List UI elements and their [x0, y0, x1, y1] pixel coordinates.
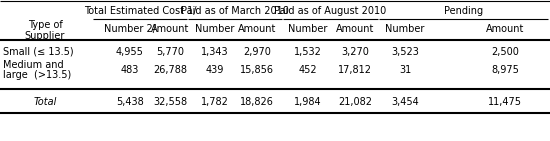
Text: Amount: Amount: [151, 24, 189, 34]
Text: 3,270: 3,270: [341, 47, 369, 57]
Text: 1,984: 1,984: [294, 97, 322, 107]
Text: 18,826: 18,826: [240, 97, 274, 107]
Text: 1,532: 1,532: [294, 47, 322, 57]
Text: Number: Number: [386, 24, 425, 34]
Text: 452: 452: [299, 65, 317, 75]
Text: 1,343: 1,343: [201, 47, 229, 57]
Text: 2,500: 2,500: [491, 47, 519, 57]
Text: Number: Number: [288, 24, 328, 34]
Text: Number: Number: [195, 24, 235, 34]
Text: 26,788: 26,788: [153, 65, 187, 75]
Text: Type of
Supplier: Type of Supplier: [25, 20, 65, 41]
Text: 21,082: 21,082: [338, 97, 372, 107]
Text: 3,454: 3,454: [391, 97, 419, 107]
Text: 11,475: 11,475: [488, 97, 522, 107]
Text: 32,558: 32,558: [153, 97, 187, 107]
Text: 17,812: 17,812: [338, 65, 372, 75]
Text: 439: 439: [206, 65, 224, 75]
Text: large  (>13.5): large (>13.5): [3, 70, 72, 80]
Text: Pending: Pending: [444, 6, 483, 16]
Text: 1,782: 1,782: [201, 97, 229, 107]
Text: 31: 31: [399, 65, 411, 75]
Text: 8,975: 8,975: [491, 65, 519, 75]
Text: 3,523: 3,523: [391, 47, 419, 57]
Text: 483: 483: [121, 65, 139, 75]
Text: Number 2/: Number 2/: [104, 24, 156, 34]
Text: Paid as of March 2010: Paid as of March 2010: [181, 6, 289, 16]
Text: Paid as of August 2010: Paid as of August 2010: [274, 6, 387, 16]
Text: 5,438: 5,438: [116, 97, 144, 107]
Text: 4,955: 4,955: [116, 47, 144, 57]
Text: Medium and: Medium and: [3, 60, 64, 70]
Text: 2,970: 2,970: [243, 47, 271, 57]
Text: 5,770: 5,770: [156, 47, 184, 57]
Text: Amount: Amount: [486, 24, 524, 34]
Text: Total: Total: [34, 97, 57, 107]
Text: Total Estimated Cost 1/: Total Estimated Cost 1/: [84, 6, 196, 16]
Text: Amount: Amount: [238, 24, 276, 34]
Text: Small (≤ 13.5): Small (≤ 13.5): [3, 47, 74, 57]
Text: 15,856: 15,856: [240, 65, 274, 75]
Text: Amount: Amount: [336, 24, 374, 34]
